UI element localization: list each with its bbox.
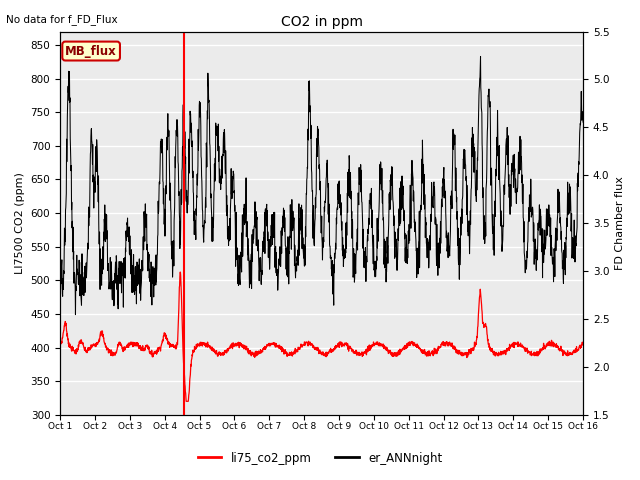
Text: No data for f_FD_Flux: No data for f_FD_Flux (6, 14, 118, 25)
Text: MB_flux: MB_flux (65, 45, 117, 58)
Legend: li75_co2_ppm, er_ANNnight: li75_co2_ppm, er_ANNnight (193, 447, 447, 469)
Y-axis label: LI7500 CO2 (ppm): LI7500 CO2 (ppm) (15, 172, 25, 274)
Y-axis label: FD Chamber flux: FD Chamber flux (615, 176, 625, 270)
Title: CO2 in ppm: CO2 in ppm (280, 15, 363, 29)
